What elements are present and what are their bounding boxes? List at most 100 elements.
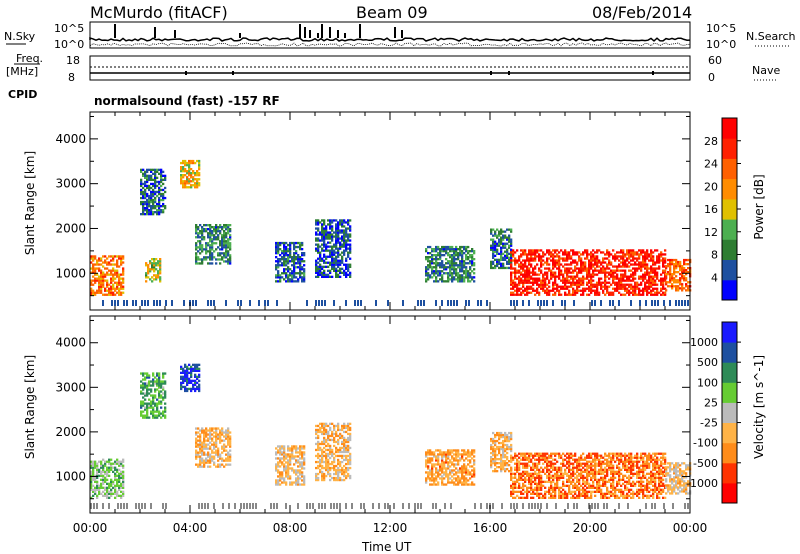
data-cell bbox=[560, 273, 563, 276]
data-cell bbox=[343, 424, 346, 428]
data-cell bbox=[164, 178, 167, 181]
data-cell bbox=[98, 257, 101, 260]
data-cell bbox=[337, 275, 340, 278]
data-cell bbox=[96, 468, 99, 471]
data-cell bbox=[198, 161, 201, 165]
data-cell bbox=[227, 246, 230, 249]
data-cell bbox=[449, 264, 452, 267]
data-cell bbox=[335, 476, 338, 480]
data-cell bbox=[451, 260, 454, 263]
data-cell bbox=[110, 468, 113, 471]
data-cell bbox=[345, 267, 348, 270]
data-cell bbox=[576, 251, 579, 254]
data-cell bbox=[504, 256, 507, 259]
data-cell bbox=[116, 470, 119, 473]
data-cell bbox=[148, 382, 151, 385]
data-cell bbox=[96, 462, 99, 465]
data-cell bbox=[184, 373, 187, 376]
data-cell bbox=[451, 272, 454, 275]
data-cell bbox=[150, 200, 153, 204]
data-cell bbox=[201, 431, 204, 434]
data-cell bbox=[339, 450, 342, 454]
data-cell bbox=[455, 248, 458, 251]
data-cell bbox=[554, 259, 557, 262]
data-cell bbox=[199, 457, 202, 460]
data-cell bbox=[158, 182, 161, 186]
data-cell bbox=[106, 488, 109, 491]
data-cell bbox=[471, 264, 474, 267]
data-cell bbox=[512, 283, 515, 286]
data-cell bbox=[297, 483, 300, 486]
data-cell bbox=[184, 363, 187, 366]
data-cell bbox=[546, 273, 549, 276]
data-cell bbox=[114, 271, 117, 274]
data-cell bbox=[498, 266, 501, 270]
data-cell bbox=[556, 275, 559, 278]
data-cell bbox=[431, 268, 434, 271]
data-cell bbox=[299, 463, 302, 466]
data-cell bbox=[195, 260, 198, 263]
data-cell bbox=[144, 184, 147, 188]
data-cell bbox=[339, 237, 342, 240]
data-cell bbox=[335, 239, 338, 242]
data-cell bbox=[660, 251, 663, 254]
data-cell bbox=[620, 285, 623, 288]
data-cell bbox=[164, 394, 167, 397]
data-cell bbox=[532, 289, 535, 292]
data-cell bbox=[104, 492, 107, 495]
data-cell bbox=[100, 277, 103, 280]
data-cell bbox=[457, 461, 460, 464]
data-cell bbox=[502, 246, 505, 249]
data-cell bbox=[182, 182, 185, 185]
data-cell bbox=[449, 254, 452, 257]
data-cell bbox=[92, 464, 95, 467]
data-cell bbox=[673, 281, 676, 284]
data-cell bbox=[347, 221, 350, 224]
data-cell bbox=[554, 271, 557, 274]
data-cell bbox=[598, 277, 601, 280]
data-cell bbox=[229, 437, 232, 440]
data-cell bbox=[219, 439, 222, 442]
data-cell bbox=[197, 439, 200, 442]
data-cell bbox=[455, 278, 458, 281]
data-cell bbox=[671, 258, 674, 262]
data-cell bbox=[227, 443, 230, 446]
data-cell bbox=[158, 186, 161, 190]
data-cell bbox=[598, 283, 601, 286]
data-cell bbox=[347, 233, 350, 236]
data-cell bbox=[652, 281, 655, 284]
data-cell bbox=[90, 486, 93, 489]
data-cell bbox=[215, 262, 218, 265]
data-cell bbox=[303, 270, 306, 273]
data-cell bbox=[648, 281, 651, 284]
data-cell bbox=[498, 260, 501, 263]
data-cell bbox=[427, 459, 430, 462]
data-cell bbox=[159, 262, 162, 265]
data-cell bbox=[217, 451, 220, 454]
data-cell bbox=[219, 258, 222, 261]
data-cell bbox=[443, 483, 446, 486]
data-cell bbox=[112, 293, 115, 296]
data-cell bbox=[198, 373, 201, 376]
data-cell bbox=[582, 281, 585, 284]
data-cell bbox=[184, 365, 187, 368]
data-cell bbox=[580, 283, 583, 286]
data-cell bbox=[205, 457, 208, 460]
data-cell bbox=[140, 386, 143, 389]
data-cell bbox=[122, 478, 125, 481]
data-cell bbox=[447, 274, 450, 277]
data-cell bbox=[321, 464, 324, 468]
ground-scatter-cell bbox=[546, 300, 548, 306]
data-cell bbox=[439, 467, 442, 470]
data-cell bbox=[590, 267, 593, 270]
data-cell bbox=[552, 249, 555, 252]
data-cell bbox=[291, 453, 294, 456]
data-cell bbox=[463, 459, 466, 462]
data-cell bbox=[325, 428, 328, 432]
data-cell bbox=[281, 463, 284, 466]
data-cell bbox=[538, 269, 541, 272]
data-cell bbox=[496, 453, 499, 457]
data-cell bbox=[665, 265, 668, 268]
data-cell bbox=[654, 261, 657, 264]
data-cell bbox=[612, 277, 615, 280]
